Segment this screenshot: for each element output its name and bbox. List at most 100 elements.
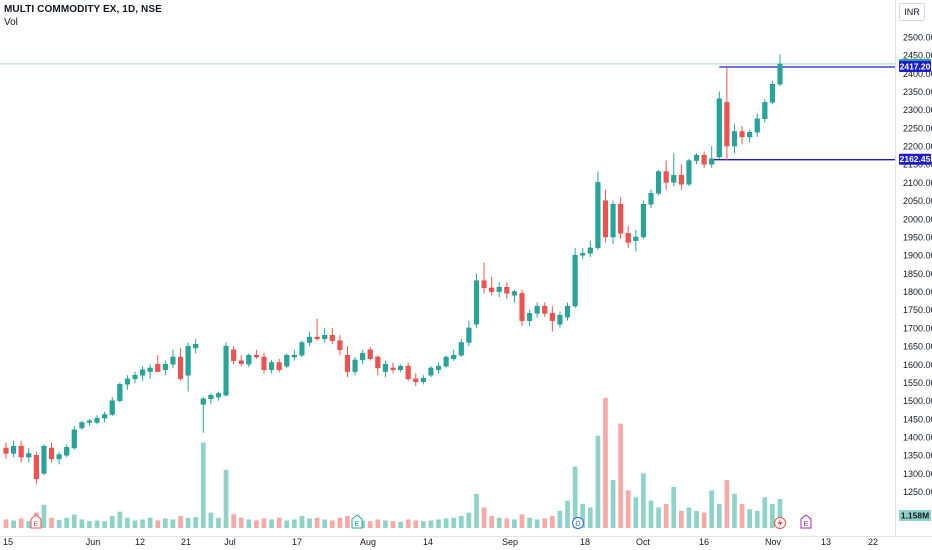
candle-body xyxy=(466,327,472,343)
candle-body xyxy=(208,395,214,400)
x-tick-label: 14 xyxy=(423,537,433,547)
x-tick-label: 13 xyxy=(821,537,831,547)
volume-bar xyxy=(284,520,290,528)
volume-bar xyxy=(314,517,320,528)
volume-bar xyxy=(739,504,745,528)
candle-body xyxy=(3,447,9,454)
y-tick-label: 1450.00 xyxy=(903,414,932,424)
volume-bar xyxy=(246,519,252,528)
y-tick-label: 2500.00 xyxy=(903,32,932,42)
event-marker-label: E xyxy=(33,519,38,528)
level-price-badge xyxy=(899,61,931,73)
candle-body xyxy=(693,154,700,161)
candle-body xyxy=(633,236,639,241)
volume-bar xyxy=(656,507,661,528)
candle-body xyxy=(238,360,244,364)
volume-bar xyxy=(777,498,783,528)
y-tick-label: 1600.00 xyxy=(903,360,932,370)
candle-body xyxy=(215,393,222,398)
dividend-marker[interactable] xyxy=(572,517,584,529)
volume-bar xyxy=(307,518,312,528)
candle-body xyxy=(41,445,47,474)
candle-body xyxy=(246,355,252,365)
candle-body xyxy=(276,362,282,370)
earnings-marker[interactable] xyxy=(351,514,363,529)
volume-bar xyxy=(193,517,199,528)
volume-bar xyxy=(565,500,570,528)
volume-bar xyxy=(56,519,62,528)
x-tick-label: Jun xyxy=(86,537,101,547)
volume-bar xyxy=(633,497,639,528)
earnings-marker[interactable] xyxy=(30,514,42,529)
x-tick-label: Jul xyxy=(224,537,236,547)
earnings-marker[interactable] xyxy=(800,514,812,529)
symbol-title: MULTI COMMODITY EX, 1D, NSE xyxy=(4,4,162,15)
candle-body xyxy=(739,131,745,138)
lightning-icon xyxy=(777,518,783,528)
candle-body xyxy=(542,305,548,314)
price-badge-text: 2417.20 xyxy=(900,62,931,72)
volume-bar xyxy=(489,516,494,528)
candle-body xyxy=(132,375,138,380)
currency-button[interactable]: INR xyxy=(899,3,925,21)
candle-body xyxy=(663,171,669,183)
y-tick-label: 2000.00 xyxy=(903,214,932,224)
volume-bar xyxy=(504,518,510,528)
volume-bar xyxy=(527,517,532,528)
volume-bar xyxy=(132,520,138,528)
volume-bar xyxy=(732,493,737,528)
candle-body xyxy=(18,445,24,458)
volume-bar xyxy=(625,490,631,528)
y-tick-label: 1950.00 xyxy=(903,232,932,242)
y-tick-label: 2200.00 xyxy=(903,142,932,152)
x-tick-label: Oct xyxy=(636,537,651,547)
event-marker-label: D xyxy=(575,519,581,528)
volume-bar xyxy=(200,442,206,528)
candle-body xyxy=(602,200,609,238)
volume-bar xyxy=(140,519,145,528)
volume-bar xyxy=(292,519,297,528)
candle-body xyxy=(352,359,358,372)
candle-body xyxy=(580,253,586,256)
candle-body xyxy=(731,131,738,147)
candle-body xyxy=(177,356,184,380)
volume-bar xyxy=(648,500,654,528)
volume-bar xyxy=(367,521,373,528)
candle-body xyxy=(200,398,206,405)
volume-badge-text: 1.158M xyxy=(901,511,929,521)
candle-body xyxy=(344,355,351,372)
candle-body xyxy=(724,102,730,147)
volume-bar xyxy=(405,519,411,528)
volume-bar xyxy=(754,510,760,528)
candle-body xyxy=(564,305,571,318)
volume-bar xyxy=(109,516,115,528)
y-tick-label: 1250.00 xyxy=(903,487,932,497)
candle-body xyxy=(398,365,404,370)
candle-body xyxy=(94,417,100,423)
volume-bar xyxy=(466,512,472,528)
volume-bar xyxy=(663,504,669,528)
volume-bar xyxy=(557,510,563,528)
candle-body xyxy=(769,84,775,103)
volume-bar xyxy=(360,520,365,528)
candle-body xyxy=(155,364,161,372)
volume-bar xyxy=(79,519,85,528)
candle-body xyxy=(79,422,85,429)
volume-bar xyxy=(770,504,775,528)
volume-bar xyxy=(694,510,699,528)
volume-bar xyxy=(261,518,267,528)
candle-body xyxy=(117,384,123,401)
volume-bar xyxy=(3,519,9,528)
volume-bar xyxy=(11,520,16,528)
volume-bar xyxy=(443,518,449,528)
candle-body xyxy=(337,340,343,350)
candle-body xyxy=(26,453,32,458)
volume-bar xyxy=(147,517,153,528)
volume-bar xyxy=(375,519,381,528)
volume-bar xyxy=(337,517,343,528)
x-tick-label: 17 xyxy=(292,537,302,547)
candle-body xyxy=(420,377,426,382)
y-tick-label: 2300.00 xyxy=(903,105,932,115)
x-tick-label: 22 xyxy=(868,537,878,547)
